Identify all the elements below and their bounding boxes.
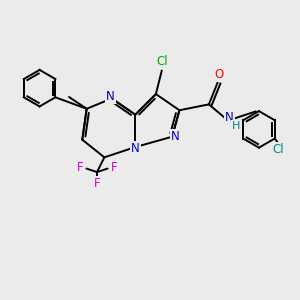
Text: Cl: Cl [156, 55, 168, 68]
Text: N: N [106, 91, 115, 103]
Text: N: N [225, 111, 234, 124]
Text: F: F [76, 160, 83, 174]
Text: H: H [232, 121, 241, 131]
Text: O: O [214, 68, 224, 81]
Text: N: N [131, 142, 140, 155]
Text: N: N [171, 130, 179, 143]
Text: F: F [111, 160, 117, 174]
Text: F: F [94, 177, 100, 190]
Text: Cl: Cl [272, 143, 284, 156]
